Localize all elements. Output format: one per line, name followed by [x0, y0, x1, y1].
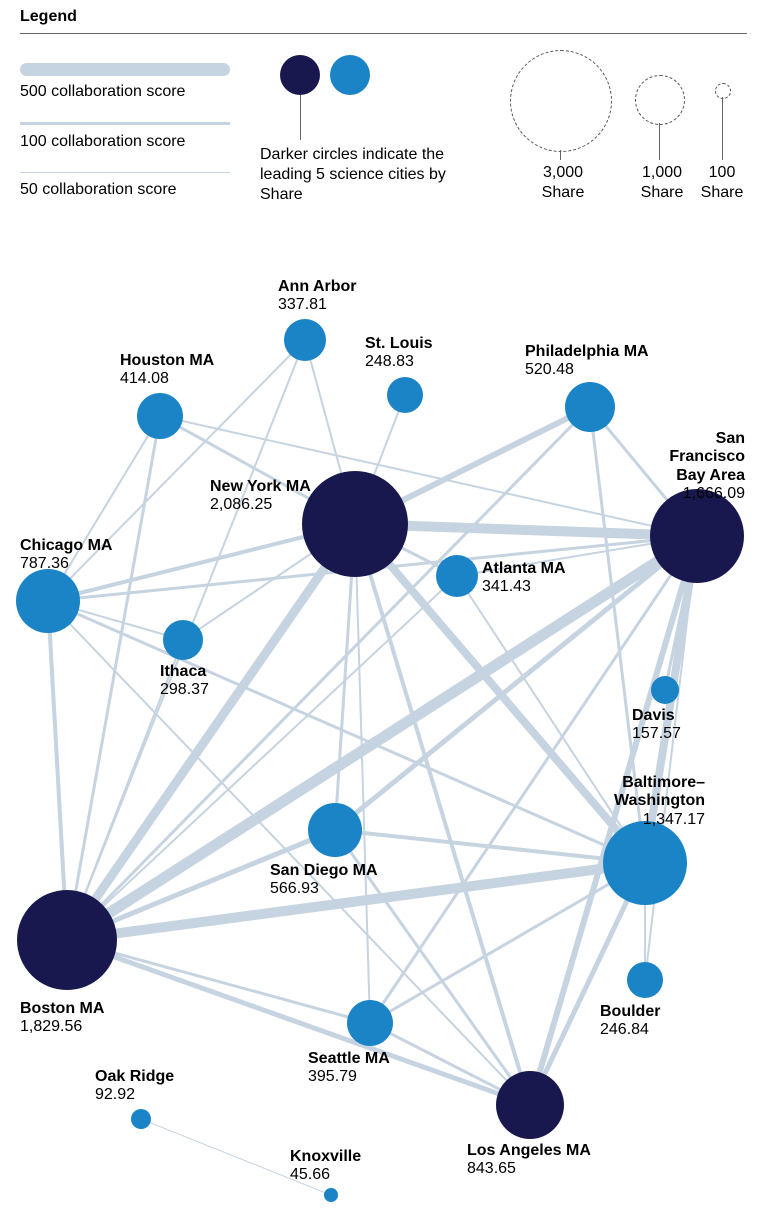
- node-ithaca: [163, 620, 203, 660]
- edge-boston-atlanta: [67, 576, 457, 940]
- edge-oak_ridge-knoxville: [141, 1119, 331, 1195]
- edge-balt_wash-seattle: [370, 863, 645, 1023]
- edge-la-san_diego: [335, 830, 530, 1105]
- edge-boston-chicago: [48, 601, 67, 940]
- edge-balt_wash-philadelphia: [590, 407, 645, 863]
- node-sf_bay: [650, 489, 744, 583]
- edge-balt_wash-san_diego: [335, 830, 645, 863]
- node-st_louis: [387, 377, 423, 413]
- edge-new_york-seattle: [355, 524, 370, 1023]
- node-boston: [17, 890, 117, 990]
- node-knoxville: [324, 1188, 338, 1202]
- edge-boston-sf_bay: [67, 536, 697, 940]
- node-boulder: [627, 962, 663, 998]
- network-svg: [0, 0, 767, 1228]
- node-san_diego: [308, 803, 362, 857]
- node-chicago: [16, 569, 80, 633]
- edges-layer: [48, 340, 697, 1195]
- node-houston: [137, 393, 183, 439]
- edge-boston-balt_wash: [67, 863, 645, 940]
- node-new_york: [302, 471, 408, 577]
- node-davis: [651, 676, 679, 704]
- node-oak_ridge: [131, 1109, 151, 1129]
- page-root: Legend 500 collaboration score 100 colla…: [0, 0, 767, 1228]
- node-atlanta: [436, 555, 478, 597]
- edge-boston-la: [67, 940, 530, 1105]
- edge-sf_bay-san_diego: [335, 536, 697, 830]
- node-ann_arbor: [284, 319, 326, 361]
- node-philadelphia: [565, 382, 615, 432]
- nodes-layer: [16, 319, 744, 1202]
- edge-sf_bay-houston: [160, 416, 697, 536]
- edge-chicago-ann_arbor: [48, 340, 305, 601]
- node-la: [496, 1071, 564, 1139]
- node-seattle: [347, 1000, 393, 1046]
- node-balt_wash: [603, 821, 687, 905]
- edge-la-chicago: [48, 601, 530, 1105]
